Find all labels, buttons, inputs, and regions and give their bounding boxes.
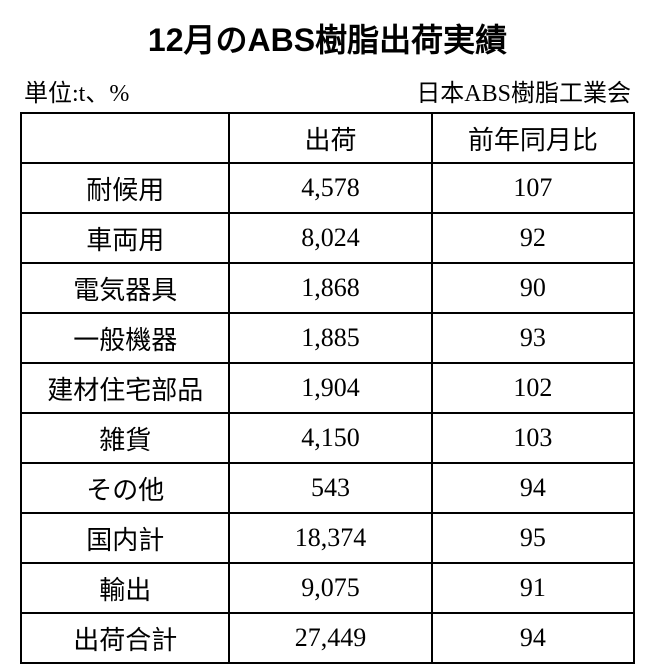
page-title: 12月のABS樹脂出荷実績 bbox=[20, 15, 635, 61]
table-row: 建材住宅部品 1,904 102 bbox=[21, 363, 634, 413]
row-label: 耐候用 bbox=[21, 163, 229, 213]
table-row: 雑貨 4,150 103 bbox=[21, 413, 634, 463]
row-value: 27,449 bbox=[229, 613, 431, 663]
row-yoy: 92 bbox=[432, 213, 634, 263]
col-header-0 bbox=[21, 113, 229, 163]
col-header-1: 出荷 bbox=[229, 113, 431, 163]
row-value: 1,885 bbox=[229, 313, 431, 363]
table-row: 輸出 9,075 91 bbox=[21, 563, 634, 613]
row-value: 9,075 bbox=[229, 563, 431, 613]
table-row: 車両用 8,024 92 bbox=[21, 213, 634, 263]
unit-label: 単位:t、% bbox=[24, 73, 129, 108]
row-label: その他 bbox=[21, 463, 229, 513]
data-table: 出荷 前年同月比 耐候用 4,578 107 車両用 8,024 92 電気器具… bbox=[20, 112, 635, 664]
row-yoy: 91 bbox=[432, 563, 634, 613]
row-value: 1,868 bbox=[229, 263, 431, 313]
source-label: 日本ABS樹脂工業会 bbox=[416, 73, 631, 108]
row-yoy: 102 bbox=[432, 363, 634, 413]
row-yoy: 103 bbox=[432, 413, 634, 463]
table-row: 出荷合計 27,449 94 bbox=[21, 613, 634, 663]
row-yoy: 107 bbox=[432, 163, 634, 213]
row-label: 国内計 bbox=[21, 513, 229, 563]
row-yoy: 94 bbox=[432, 613, 634, 663]
table-row: 耐候用 4,578 107 bbox=[21, 163, 634, 213]
row-label: 車両用 bbox=[21, 213, 229, 263]
row-label: 雑貨 bbox=[21, 413, 229, 463]
row-value: 4,150 bbox=[229, 413, 431, 463]
row-value: 1,904 bbox=[229, 363, 431, 413]
row-yoy: 93 bbox=[432, 313, 634, 363]
row-value: 18,374 bbox=[229, 513, 431, 563]
row-label: 建材住宅部品 bbox=[21, 363, 229, 413]
table-row: 電気器具 1,868 90 bbox=[21, 263, 634, 313]
table-row: その他 543 94 bbox=[21, 463, 634, 513]
row-label: 一般機器 bbox=[21, 313, 229, 363]
row-yoy: 90 bbox=[432, 263, 634, 313]
row-yoy: 94 bbox=[432, 463, 634, 513]
table-row: 国内計 18,374 95 bbox=[21, 513, 634, 563]
row-label: 輸出 bbox=[21, 563, 229, 613]
meta-row: 単位:t、% 日本ABS樹脂工業会 bbox=[20, 73, 635, 108]
row-value: 4,578 bbox=[229, 163, 431, 213]
col-header-2: 前年同月比 bbox=[432, 113, 634, 163]
table-row: 一般機器 1,885 93 bbox=[21, 313, 634, 363]
table-header-row: 出荷 前年同月比 bbox=[21, 113, 634, 163]
row-value: 8,024 bbox=[229, 213, 431, 263]
row-value: 543 bbox=[229, 463, 431, 513]
row-label: 電気器具 bbox=[21, 263, 229, 313]
row-yoy: 95 bbox=[432, 513, 634, 563]
row-label: 出荷合計 bbox=[21, 613, 229, 663]
